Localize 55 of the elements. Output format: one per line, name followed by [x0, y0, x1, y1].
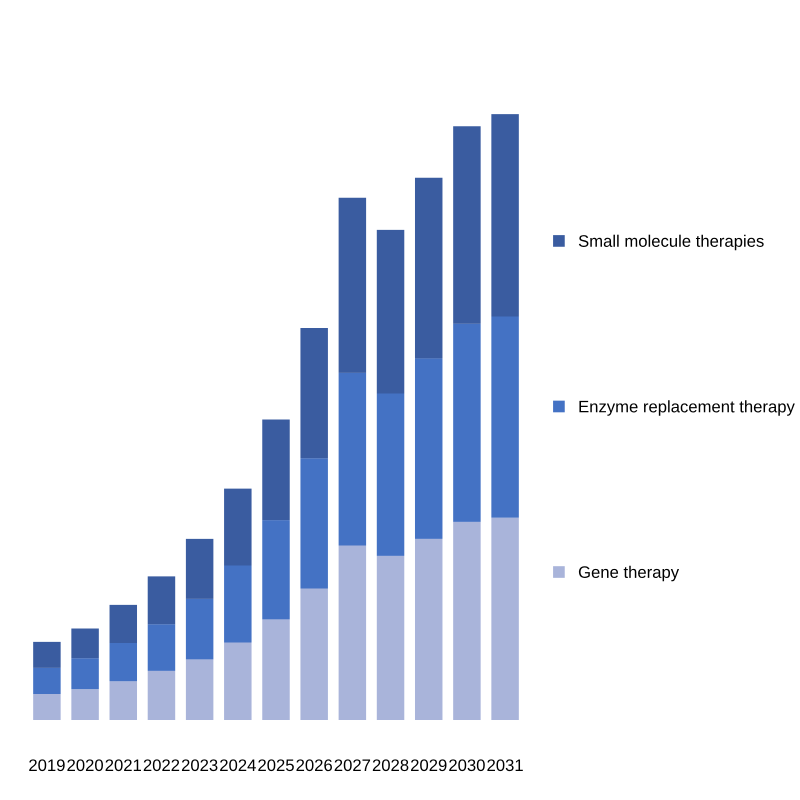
bar: [33, 668, 61, 694]
bar: [491, 316, 519, 518]
x-tick-label: 2026: [296, 759, 332, 772]
bar: [71, 658, 99, 690]
x-tick-label: 2028: [372, 759, 408, 772]
bar: [186, 659, 214, 720]
x-tick-label: 2031: [487, 759, 523, 772]
bar: [224, 488, 252, 566]
x-tick-label: 2023: [182, 759, 218, 772]
x-tick-label: 2027: [334, 759, 370, 772]
bar: [262, 420, 290, 520]
bar: [453, 324, 481, 522]
bar: [414, 178, 442, 358]
bar: [376, 393, 404, 556]
bar: [148, 624, 176, 671]
bar: [33, 642, 61, 668]
bar: [453, 522, 481, 720]
x-tick-label: 2029: [411, 759, 446, 772]
legend-label: Small molecule therapies: [578, 234, 764, 250]
bar: [491, 114, 519, 317]
bar: [414, 358, 442, 539]
legend-label: Gene therapy: [578, 566, 680, 582]
bar: [148, 576, 176, 624]
bar: [300, 588, 328, 720]
bar: [110, 604, 138, 644]
bar: [262, 619, 290, 720]
bar: [338, 372, 366, 546]
bar: [186, 538, 214, 599]
bar: [262, 520, 290, 620]
bar: [110, 681, 138, 720]
bar: [376, 556, 404, 720]
bar: [110, 643, 138, 682]
x-tick-label: 2021: [106, 759, 141, 772]
bar: [338, 546, 366, 720]
x-tick-label: 2020: [67, 759, 103, 772]
x-tick-label: 2024: [220, 759, 256, 772]
bar: [186, 598, 214, 660]
bar: [414, 538, 442, 720]
bar: [224, 642, 252, 720]
x-tick-label: 2030: [449, 759, 485, 772]
legend-label: Enzyme replacement therapy: [579, 400, 795, 416]
x-tick-label: 2022: [144, 759, 180, 772]
x-tick-label: 2025: [258, 759, 294, 772]
x-tick-label: 2019: [29, 759, 65, 772]
bar: [71, 689, 99, 720]
bar: [376, 230, 404, 394]
bar: [224, 566, 252, 642]
bar: [71, 628, 99, 658]
bar: [491, 518, 519, 720]
bar: [453, 126, 481, 324]
bar: [300, 458, 328, 589]
bar: [300, 328, 328, 458]
bar: [33, 694, 61, 720]
bar: [338, 198, 366, 373]
bar: [148, 670, 176, 720]
